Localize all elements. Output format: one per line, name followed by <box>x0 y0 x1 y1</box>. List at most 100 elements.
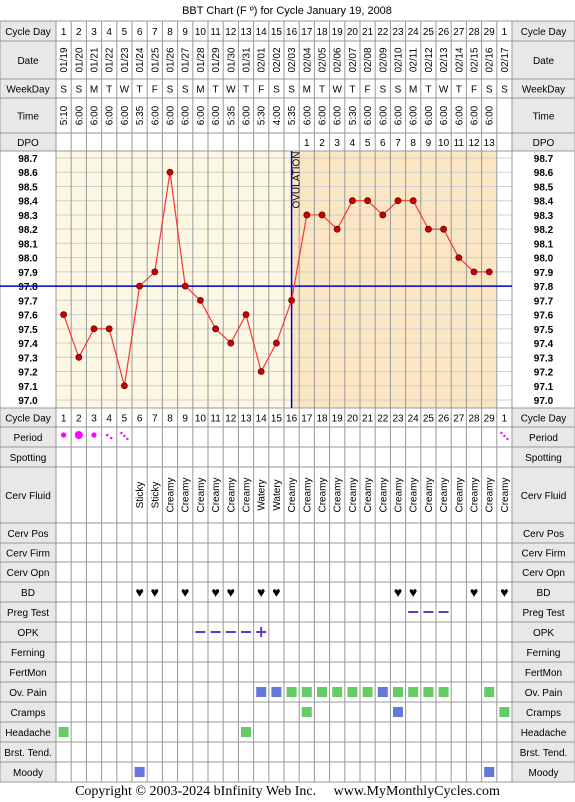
row-label-opk: OPK <box>17 628 38 639</box>
ov-pain-mark <box>271 687 282 697</box>
time-cell: 6:00 <box>90 105 101 125</box>
cycle_day-cell: 20 <box>347 27 359 38</box>
cycle-day-bottom-cell: 4 <box>106 414 112 425</box>
cerv-fluid-cell: Creamy <box>181 477 192 512</box>
chart-content: 1 2 3 4 5 6 7 8 9 10 11 12 13 14 15 16 17 18 19 20 21 22 23 24 2… <box>0 27 554 777</box>
row-label-bg <box>512 427 575 447</box>
cycle-day-bottom-cell: 2 <box>76 414 82 425</box>
cycle_day-cell: 1 <box>61 27 67 38</box>
cycle_day-cell: 12 <box>225 27 237 38</box>
weekday-cell: S <box>288 85 295 96</box>
cerv-fluid-cell: Creamy <box>424 477 435 512</box>
cycle_day-cell: 4 <box>106 27 112 38</box>
time-cell: 6:00 <box>196 105 207 125</box>
y-tick-label: 98.2 <box>18 225 38 236</box>
cramps-mark <box>393 707 403 717</box>
time-cell: 5:35 <box>287 105 298 125</box>
date-cell: 02/06 <box>333 47 344 72</box>
cycle-day-bottom-cell: 10 <box>195 414 207 425</box>
temperature-point <box>227 339 235 347</box>
temperature-point <box>455 254 463 262</box>
ov-pain-mark <box>408 687 419 697</box>
row-label-date-right: Date <box>533 56 555 67</box>
date-cell: 02/11 <box>409 47 420 72</box>
cerv-fluid-cell: Watery <box>257 479 268 510</box>
cerv-fluid-cell: Watery <box>272 479 283 510</box>
ov-pain-mark <box>256 687 267 697</box>
weekday-cell: M <box>90 85 98 96</box>
y-tick-label-right: 98.3 <box>534 211 554 222</box>
row-label-time-right: Time <box>533 112 555 123</box>
cycle-day-bottom-cell: 24 <box>408 414 420 425</box>
row-label-cerv_fluid-right: Cerv Fluid <box>521 491 567 502</box>
temperature-point <box>424 225 432 233</box>
cramps-mark <box>499 707 510 717</box>
date-cell: 02/13 <box>439 47 450 72</box>
period-mark <box>506 437 509 441</box>
row-label-headache-right: Headache <box>521 728 567 739</box>
dpo-cell: 4 <box>350 138 356 149</box>
time-cell: 6:00 <box>302 105 313 125</box>
period-mark <box>109 436 113 440</box>
row-label-dpo-right: DPO <box>533 138 555 149</box>
date-cell: 02/01 <box>257 47 268 72</box>
cycle_day-cell: 16 <box>286 27 298 38</box>
y-tick-label: 97.9 <box>18 268 38 279</box>
cycle-day-bottom-cell: 21 <box>362 414 374 425</box>
row-label-bg <box>0 408 56 427</box>
time-cell: 6:00 <box>439 105 450 125</box>
weekday-cell: W <box>226 85 236 96</box>
row-label-period-right: Period <box>529 433 558 444</box>
ov-pain-mark <box>362 687 373 697</box>
pre-ovulation-bg <box>56 151 292 408</box>
y-tick-label: 98.4 <box>18 197 38 208</box>
y-tick-label-right: 97.1 <box>534 382 554 393</box>
y-tick-label-right: 97.8 <box>534 282 554 293</box>
y-tick-label: 98.3 <box>18 211 38 222</box>
row-label-cerv_firm: Cerv Firm <box>6 549 50 560</box>
y-tick-label: 97.2 <box>18 368 38 379</box>
row-label-preg_test-right: Preg Test <box>522 608 564 619</box>
row-label-cerv_pos-right: Cerv Pos <box>523 529 564 540</box>
weekday-cell: W <box>332 85 342 96</box>
temperature-point <box>379 211 387 219</box>
temperature-point <box>60 311 67 318</box>
cycle_day-cell: 9 <box>182 27 188 38</box>
period-mark <box>74 431 83 439</box>
time-cell: 6:00 <box>120 105 131 125</box>
row-label-preg_test: Preg Test <box>7 608 49 619</box>
cycle_day-cell: 11 <box>210 27 221 38</box>
dpo-cell: 13 <box>484 138 496 149</box>
row-label-bd: BD <box>21 588 35 599</box>
bd-heart-icon: ♥ <box>257 584 265 600</box>
temperature-point <box>303 211 311 219</box>
cerv-fluid-cell: Creamy <box>226 477 237 512</box>
row-label-bg <box>512 722 575 742</box>
date-cell: 02/10 <box>394 47 405 72</box>
date-cell: 01/25 <box>150 47 161 72</box>
cycle-day-bottom-cell: 27 <box>453 414 465 425</box>
temperature-point <box>272 339 280 347</box>
row-label-fertmon-right: FertMon <box>525 668 562 679</box>
cycle-day-bottom-cell: 12 <box>225 414 237 425</box>
weekday-cell: S <box>501 85 508 96</box>
row-label-moody-right: Moody <box>528 768 558 779</box>
ov-pain-mark <box>484 687 495 697</box>
cerv-fluid-cell: Creamy <box>485 477 496 512</box>
cycle-day-bottom-cell: 20 <box>347 414 359 425</box>
time-cell: 6:00 <box>454 105 465 125</box>
bd-heart-icon: ♥ <box>211 584 219 600</box>
copyright-footer: Copyright © 2003-2024 bInfinity Web Inc.… <box>75 784 500 799</box>
y-tick-label: 97.3 <box>18 353 38 364</box>
weekday-cell: S <box>182 85 189 96</box>
temperature-point <box>75 353 83 361</box>
bd-heart-icon: ♥ <box>135 584 143 600</box>
bd-heart-icon: ♥ <box>181 584 189 600</box>
weekday-cell: S <box>60 85 67 96</box>
row-label-bg <box>512 467 575 523</box>
row-label-ov_pain-right: Ov. Pain <box>525 688 563 699</box>
date-cell: 01/22 <box>105 47 116 72</box>
cerv-fluid-cell: Sticky <box>150 482 161 509</box>
cycle_day-cell: 19 <box>332 27 344 38</box>
